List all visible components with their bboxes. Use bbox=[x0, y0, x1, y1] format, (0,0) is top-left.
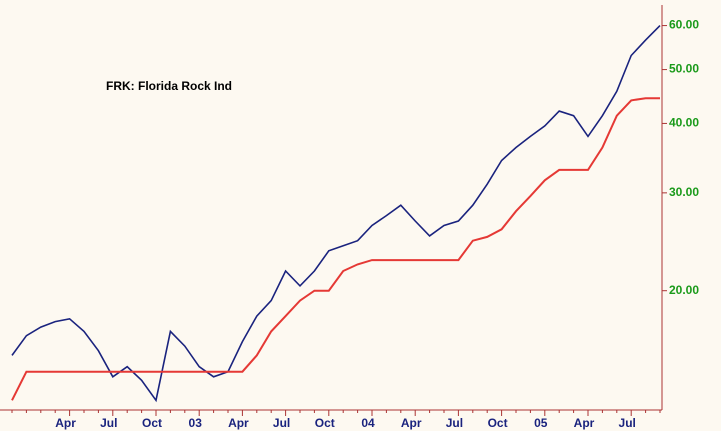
y-tick-label: 20.00 bbox=[669, 283, 699, 297]
x-tick-label: Jul bbox=[273, 416, 290, 430]
chart-title: FRK: Florida Rock Ind bbox=[106, 79, 232, 93]
x-tick-label: Jul bbox=[446, 416, 463, 430]
x-tick-label: Jul bbox=[100, 416, 117, 430]
stop-line bbox=[11, 97, 660, 401]
x-tick-label: Apr bbox=[55, 416, 76, 430]
x-tick-label: Jul bbox=[619, 416, 636, 430]
x-tick-label: Oct bbox=[488, 416, 508, 430]
x-tick-label: Apr bbox=[401, 416, 422, 430]
y-tick-label: 40.00 bbox=[669, 116, 699, 130]
x-tick-label: Apr bbox=[574, 416, 595, 430]
y-tick-label: 30.00 bbox=[669, 185, 699, 199]
y-tick-label: 60.00 bbox=[669, 18, 699, 32]
x-tick-label: Oct bbox=[142, 416, 162, 430]
x-tick-label: 03 bbox=[189, 416, 203, 430]
x-tick-label: 04 bbox=[361, 416, 375, 430]
x-tick-label: Oct bbox=[315, 416, 335, 430]
x-tick-label: Apr bbox=[228, 416, 249, 430]
y-tick-label: 50.00 bbox=[669, 62, 699, 76]
x-tick-label: 05 bbox=[534, 416, 548, 430]
